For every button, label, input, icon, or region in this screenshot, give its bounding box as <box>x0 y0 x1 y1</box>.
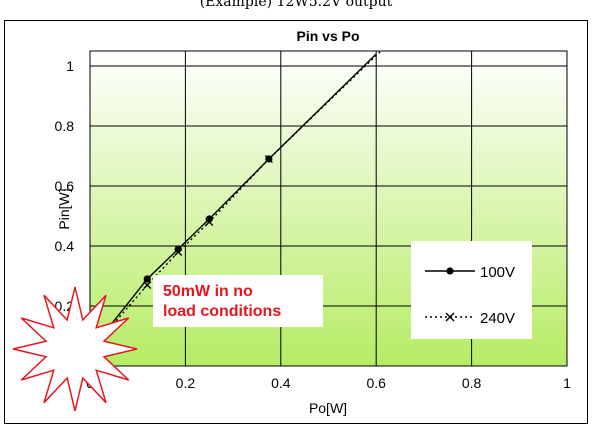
legend-label-100v: 100V <box>480 264 515 281</box>
x-tick-label: 0.4 <box>271 375 291 391</box>
annotation-line-2: load conditions <box>163 303 281 320</box>
starburst-callout <box>12 286 138 412</box>
y-axis-label: Pin[W] <box>56 188 72 229</box>
x-axis-label: Po[W] <box>309 400 347 416</box>
series-point <box>143 281 152 289</box>
series-point <box>264 155 273 163</box>
legend: 100V 240V <box>411 241 532 339</box>
series-point <box>205 218 214 226</box>
figure-caption: (Example) 12W5.2V output <box>199 0 393 10</box>
legend-label-240v: 240V <box>480 310 515 327</box>
x-tick-label: 0.6 <box>366 375 386 391</box>
series-point <box>174 248 183 256</box>
y-tick-label: 0.8 <box>55 118 75 134</box>
series-line <box>89 53 377 352</box>
chart-frame: 00.20.40.60.8100.20.40.60.81 Pin vs Po P… <box>4 20 588 424</box>
legend-marker-240v <box>445 312 455 322</box>
annotation-line-1: 50mW in no <box>163 283 253 300</box>
legend-box <box>411 241 532 339</box>
chart-title: Pin vs Po <box>296 28 359 44</box>
x-tick-label: 0.8 <box>462 375 482 391</box>
x-tick-label: 0.2 <box>176 375 196 391</box>
legend-marker-100v <box>446 267 454 275</box>
y-tick-label: 0.6 <box>55 178 75 194</box>
y-tick-label: 0.4 <box>55 238 75 254</box>
y-tick-label: 1 <box>66 58 74 74</box>
x-tick-label: 1 <box>563 375 571 391</box>
series-point <box>143 275 151 283</box>
annotation-box <box>153 275 323 327</box>
chart: 00.20.40.60.8100.20.40.60.81 Pin vs Po P… <box>12 28 571 416</box>
